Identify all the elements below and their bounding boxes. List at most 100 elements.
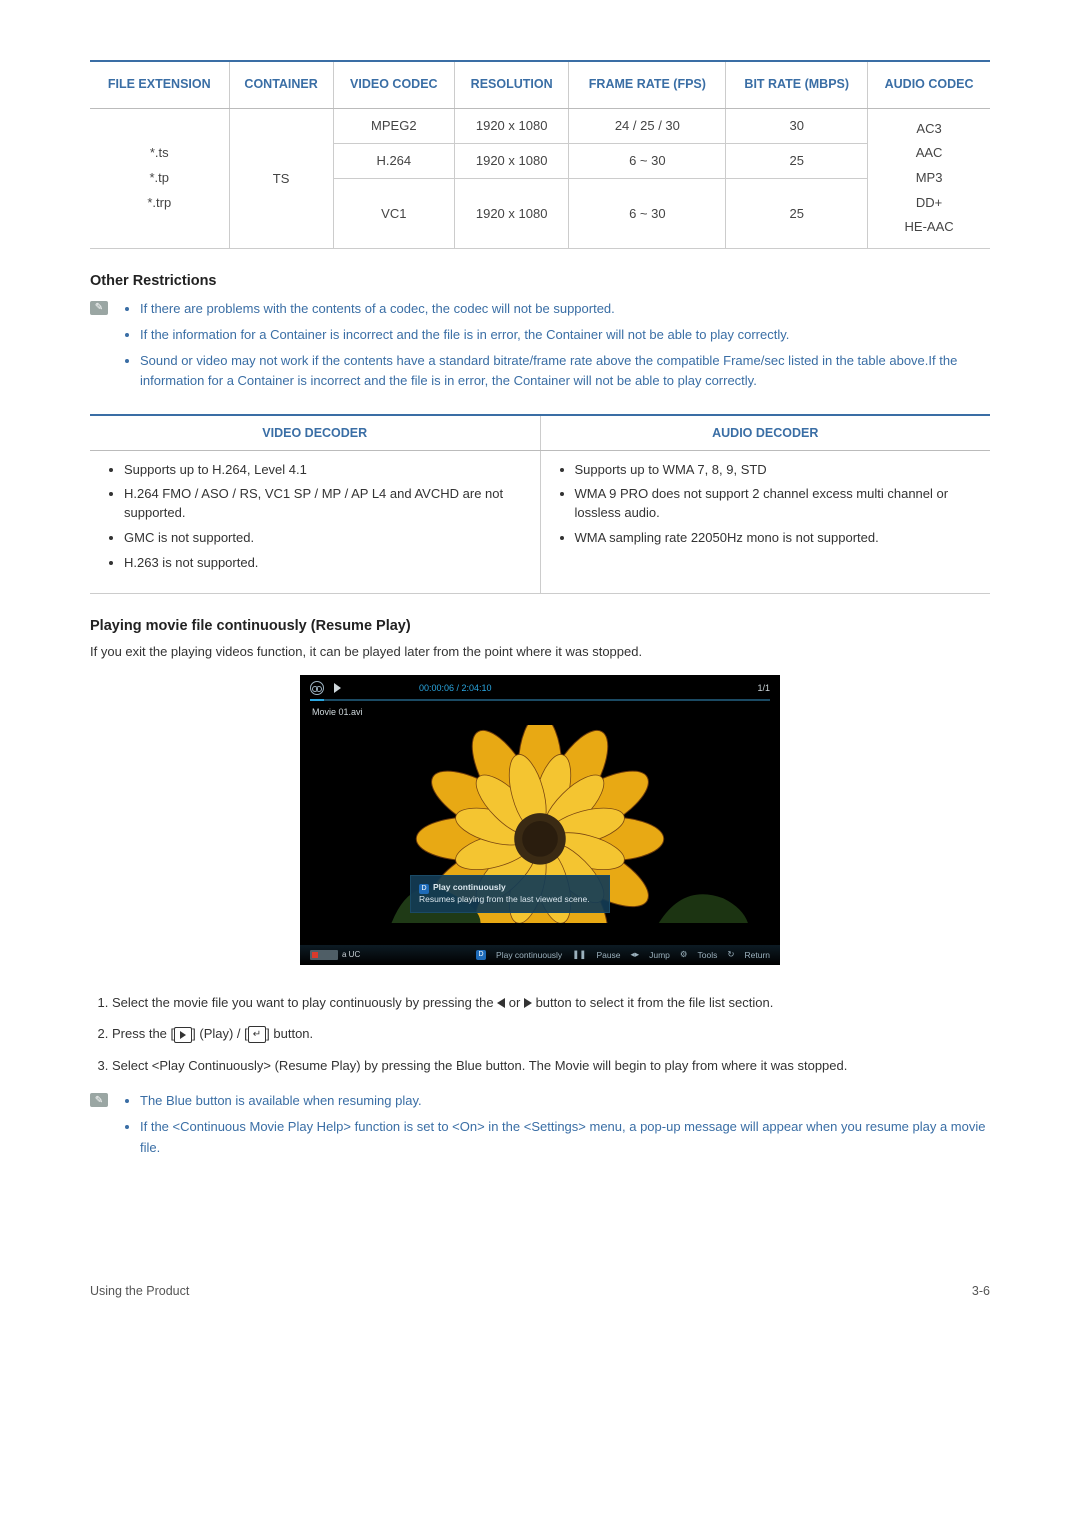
th-text: FILE EXTENSION bbox=[108, 77, 211, 91]
ac: DD+ bbox=[916, 195, 942, 210]
th-bitrate: BIT RATE (MBPS) bbox=[726, 61, 868, 108]
val: 1920 x 1080 bbox=[476, 206, 548, 221]
val: 1920 x 1080 bbox=[476, 118, 548, 133]
val: 30 bbox=[790, 118, 804, 133]
note-icon: ✎ bbox=[90, 301, 108, 315]
popup-body: Resumes playing from the last viewed sce… bbox=[419, 894, 590, 904]
th-acodec: AUDIO CODEC bbox=[868, 61, 990, 108]
vd-item: H.263 is not supported. bbox=[124, 554, 526, 573]
th-text: AUDIO CODEC bbox=[885, 77, 974, 91]
popup-title: Play continuously bbox=[433, 882, 506, 892]
jump-icon: ◂▸ bbox=[631, 949, 640, 960]
note-item: Sound or video may not work if the conte… bbox=[140, 351, 990, 391]
left-arrow-icon bbox=[497, 998, 505, 1008]
val: 24 / 25 / 30 bbox=[615, 118, 680, 133]
th-vcodec: VIDEO CODEC bbox=[333, 61, 454, 108]
vd-item: Supports up to H.264, Level 4.1 bbox=[124, 461, 526, 480]
th-container: CONTAINER bbox=[229, 61, 333, 108]
val: H.264 bbox=[376, 153, 411, 168]
val: 25 bbox=[790, 153, 804, 168]
cell-res: 1920 x 1080 bbox=[454, 108, 569, 143]
cell-video-decoder: Supports up to H.264, Level 4.1 H.264 FM… bbox=[90, 450, 540, 593]
ext: *.trp bbox=[147, 195, 171, 210]
d-chip-icon: D bbox=[419, 884, 429, 894]
decoder-table: VIDEO DECODER AUDIO DECODER Supports up … bbox=[90, 414, 990, 594]
step-item: Press the [] (Play) / [↵] button. bbox=[112, 1024, 990, 1044]
player-counter: 1/1 bbox=[757, 683, 770, 693]
cell-container: TS bbox=[229, 108, 333, 248]
vd-item: H.264 FMO / ASO / RS, VC1 SP / MP / AP L… bbox=[124, 485, 526, 523]
th-text: BIT RATE (MBPS) bbox=[744, 77, 849, 91]
heading-other-restrictions: Other Restrictions bbox=[90, 273, 990, 289]
right-arrow-icon bbox=[524, 998, 532, 1008]
player-filename: Movie 01.avi bbox=[300, 701, 780, 717]
player-stage: D Play continuously Resumes playing from … bbox=[330, 725, 750, 923]
ad-item: WMA sampling rate 22050Hz mono is not su… bbox=[575, 529, 977, 548]
tools-icon: ⚙ bbox=[680, 949, 688, 960]
step-text: Press the [ bbox=[112, 1026, 174, 1041]
val: 25 bbox=[790, 206, 804, 221]
step-text: button to select it from the file list s… bbox=[532, 995, 773, 1010]
note-item: If there are problems with the contents … bbox=[140, 299, 990, 319]
player-popup: D Play continuously Resumes playing from … bbox=[410, 875, 610, 912]
pause-icon: ❚❚ bbox=[572, 949, 586, 960]
cell-bitrate: 25 bbox=[726, 143, 868, 178]
th-fps: FRAME RATE (FPS) bbox=[569, 61, 726, 108]
ad-item: WMA 9 PRO does not support 2 channel exc… bbox=[575, 485, 977, 523]
page-footer: Using the Product 3-6 bbox=[90, 1284, 990, 1298]
step-text: Select the movie file you want to play c… bbox=[112, 995, 497, 1010]
step-text: or bbox=[505, 995, 524, 1010]
step-text: ] (Play) / [ bbox=[192, 1026, 248, 1041]
ac: AAC bbox=[916, 145, 943, 160]
player-topbar: 00:00:06 / 2:04:10 1/1 bbox=[300, 675, 780, 697]
val: 1920 x 1080 bbox=[476, 153, 548, 168]
player: 00:00:06 / 2:04:10 1/1 Movie 01.avi bbox=[300, 675, 780, 965]
logo-icon bbox=[310, 950, 338, 960]
cell-res: 1920 x 1080 bbox=[454, 178, 569, 248]
step-item: Select the movie file you want to play c… bbox=[112, 993, 990, 1013]
player-seekbar bbox=[310, 699, 770, 701]
bot-jump: Jump bbox=[649, 950, 670, 960]
note-item: The Blue button is available when resumi… bbox=[140, 1091, 990, 1111]
bot-play-cont: Play continuously bbox=[496, 950, 562, 960]
reel-icon bbox=[310, 681, 324, 695]
return-icon: ↻ bbox=[727, 949, 734, 960]
ac: HE-AAC bbox=[905, 219, 954, 234]
step-text: ] button. bbox=[266, 1026, 313, 1041]
th-text: RESOLUTION bbox=[471, 77, 553, 91]
ac: MP3 bbox=[916, 170, 943, 185]
cell-vcodec: H.264 bbox=[333, 143, 454, 178]
codec-table: FILE EXTENSION CONTAINER VIDEO CODEC RES… bbox=[90, 60, 990, 249]
th-text: CONTAINER bbox=[244, 77, 317, 91]
th-res: RESOLUTION bbox=[454, 61, 569, 108]
resume-intro: If you exit the playing videos function,… bbox=[90, 644, 990, 659]
d-chip-icon: D bbox=[476, 950, 486, 960]
cell-vcodec: MPEG2 bbox=[333, 108, 454, 143]
th-audio-decoder: AUDIO DECODER bbox=[540, 415, 990, 451]
cell-audio-decoder: Supports up to WMA 7, 8, 9, STD WMA 9 PR… bbox=[540, 450, 990, 593]
ad-item: Supports up to WMA 7, 8, 9, STD bbox=[575, 461, 977, 480]
player-botbar: a UC D Play continuously ❚❚ Pause ◂▸ Jum… bbox=[300, 945, 780, 965]
notes-list: If there are problems with the contents … bbox=[118, 299, 990, 398]
steps-list: Select the movie file you want to play c… bbox=[90, 993, 990, 1076]
play-icon bbox=[334, 683, 341, 693]
vd-item: GMC is not supported. bbox=[124, 529, 526, 548]
player-time: 00:00:06 / 2:04:10 bbox=[419, 683, 492, 693]
play-button-icon bbox=[174, 1027, 192, 1043]
val: VC1 bbox=[381, 206, 406, 221]
player-screenshot: 00:00:06 / 2:04:10 1/1 Movie 01.avi bbox=[90, 675, 990, 965]
cell-file-ext: *.ts *.tp *.trp bbox=[90, 108, 229, 248]
cell-fps: 6 ~ 30 bbox=[569, 178, 726, 248]
cell-fps: 24 / 25 / 30 bbox=[569, 108, 726, 143]
note-icon: ✎ bbox=[90, 1093, 108, 1107]
bot-pause: Pause bbox=[596, 950, 620, 960]
ext: *.tp bbox=[150, 170, 170, 185]
ac: AC3 bbox=[916, 121, 941, 136]
cell-acodec: AC3 AAC MP3 DD+ HE-AAC bbox=[868, 108, 990, 248]
val: TS bbox=[273, 171, 290, 186]
val: 6 ~ 30 bbox=[629, 153, 666, 168]
bot-return: Return bbox=[744, 950, 770, 960]
bot-tools: Tools bbox=[698, 950, 718, 960]
th-file-ext: FILE EXTENSION bbox=[90, 61, 229, 108]
cell-fps: 6 ~ 30 bbox=[569, 143, 726, 178]
